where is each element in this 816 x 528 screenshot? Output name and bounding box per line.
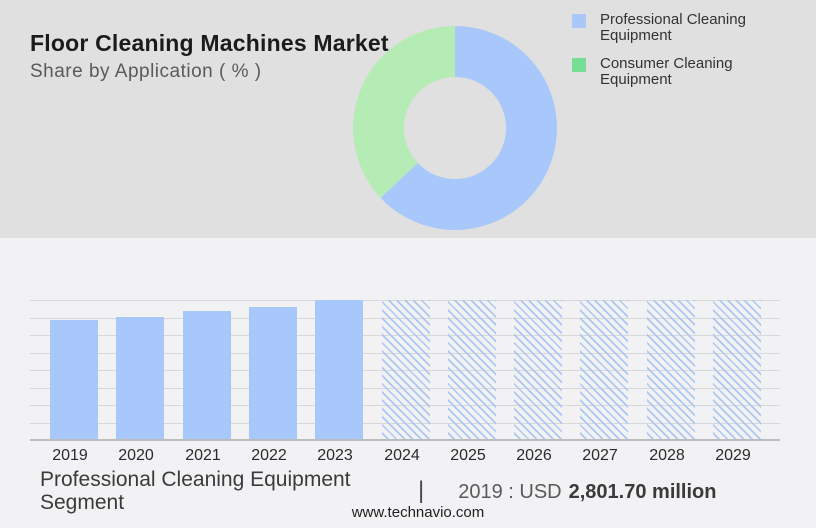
legend-label: Professional Cleaning Equipment xyxy=(600,12,746,44)
legend-label-line1: Consumer Cleaning xyxy=(600,55,733,72)
segment-label-line1: Professional Cleaning Equipment xyxy=(40,468,351,491)
value-prefix: 2019 : USD xyxy=(458,481,562,503)
value-amount: 2,801.70 million xyxy=(568,481,717,503)
legend-item-professional-cleaning-equipment: Professional Cleaning Equipment xyxy=(572,12,746,44)
donut-segment-professional-cleaning-equipment xyxy=(380,26,557,230)
website-url: www.technavio.com xyxy=(351,504,485,521)
legend-label: Consumer Cleaning Equipment xyxy=(600,56,733,88)
top-panel: Floor Cleaning Machines Market Share by … xyxy=(0,0,816,238)
page-subtitle: Share by Application ( % ) xyxy=(30,61,262,82)
segment-label-line2: Segment xyxy=(40,491,125,514)
legend-label-line1: Professional Cleaning xyxy=(600,11,746,28)
value-annotation: | 2019 : USD 2,801.70 million xyxy=(418,477,716,505)
legend-item-consumer-cleaning-equipment: Consumer Cleaning Equipment xyxy=(572,56,733,88)
donut-segment-consumer-cleaning-equipment xyxy=(353,26,455,198)
legend-label-line2: Equipment xyxy=(600,71,672,88)
segment-label: Professional Cleaning Equipment Segment xyxy=(40,468,351,514)
legend-swatch-consumer-icon xyxy=(572,58,586,72)
donut-chart xyxy=(353,26,557,230)
legend-swatch-professional-icon xyxy=(572,14,586,28)
legend-label-line2: Equipment xyxy=(600,27,672,44)
page-title: Floor Cleaning Machines Market xyxy=(30,30,389,56)
separator-bar: | xyxy=(418,477,425,504)
